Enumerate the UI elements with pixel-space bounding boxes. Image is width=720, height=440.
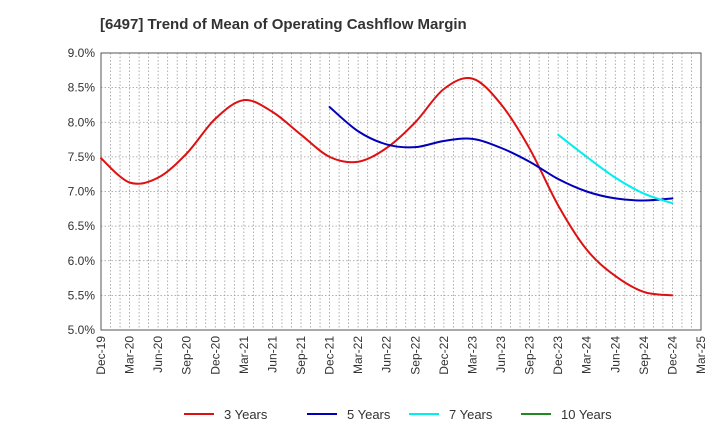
x-tick-label: Jun-24 [608, 336, 622, 373]
x-tick-label: Dec-22 [437, 336, 451, 375]
y-tick-label: 9.0% [68, 46, 96, 60]
x-tick-label: Dec-21 [323, 336, 337, 375]
y-tick-label: 6.0% [68, 254, 96, 268]
x-tick-label: Dec-23 [551, 336, 565, 375]
legend-label-3-years: 3 Years [224, 407, 268, 422]
x-tick-label: Mar-20 [123, 336, 137, 374]
series-line-7-years [557, 133, 674, 205]
x-tick-label: Sep-22 [408, 336, 422, 375]
y-tick-label: 8.5% [68, 81, 96, 95]
y-tick-label: 8.0% [68, 115, 96, 129]
y-tick-label: 6.5% [68, 219, 96, 233]
series-line-5-years [328, 106, 674, 202]
x-tick-label: Jun-21 [265, 336, 279, 373]
legend: 3 Years 5 Years 7 Years 10 Years [184, 407, 612, 422]
x-tick-label: Dec-24 [665, 336, 679, 375]
plot-area [101, 53, 701, 330]
x-tick-label: Dec-19 [94, 336, 108, 375]
series-line-3-years [100, 77, 674, 297]
y-tick-label: 7.0% [68, 185, 96, 199]
x-tick-label: Mar-25 [694, 336, 708, 374]
x-tick-label: Mar-24 [580, 336, 594, 374]
chart-title: [6497] Trend of Mean of Operating Cashfl… [100, 16, 467, 33]
y-tick-label: 5.5% [68, 288, 96, 302]
y-tick-label: 5.0% [68, 323, 96, 337]
x-tick-label: Jun-20 [151, 336, 165, 373]
x-tick-label: Sep-23 [523, 336, 537, 375]
x-tick-label: Sep-24 [637, 336, 651, 375]
y-tick-label: 7.5% [68, 150, 96, 164]
x-tick-label: Sep-21 [294, 336, 308, 375]
x-tick-label: Mar-23 [465, 336, 479, 374]
x-tick-label: Sep-20 [180, 336, 194, 375]
x-tick-label: Jun-23 [494, 336, 508, 373]
legend-label-5-years: 5 Years [347, 407, 391, 422]
x-tick-label: Dec-20 [208, 336, 222, 375]
x-tick-label: Mar-21 [237, 336, 251, 374]
plot-border [100, 52, 702, 331]
legend-label-7-years: 7 Years [449, 407, 493, 422]
x-tick-label: Mar-22 [351, 336, 365, 374]
legend-label-10-years: 10 Years [561, 407, 612, 422]
x-tick-label: Jun-22 [380, 336, 394, 373]
